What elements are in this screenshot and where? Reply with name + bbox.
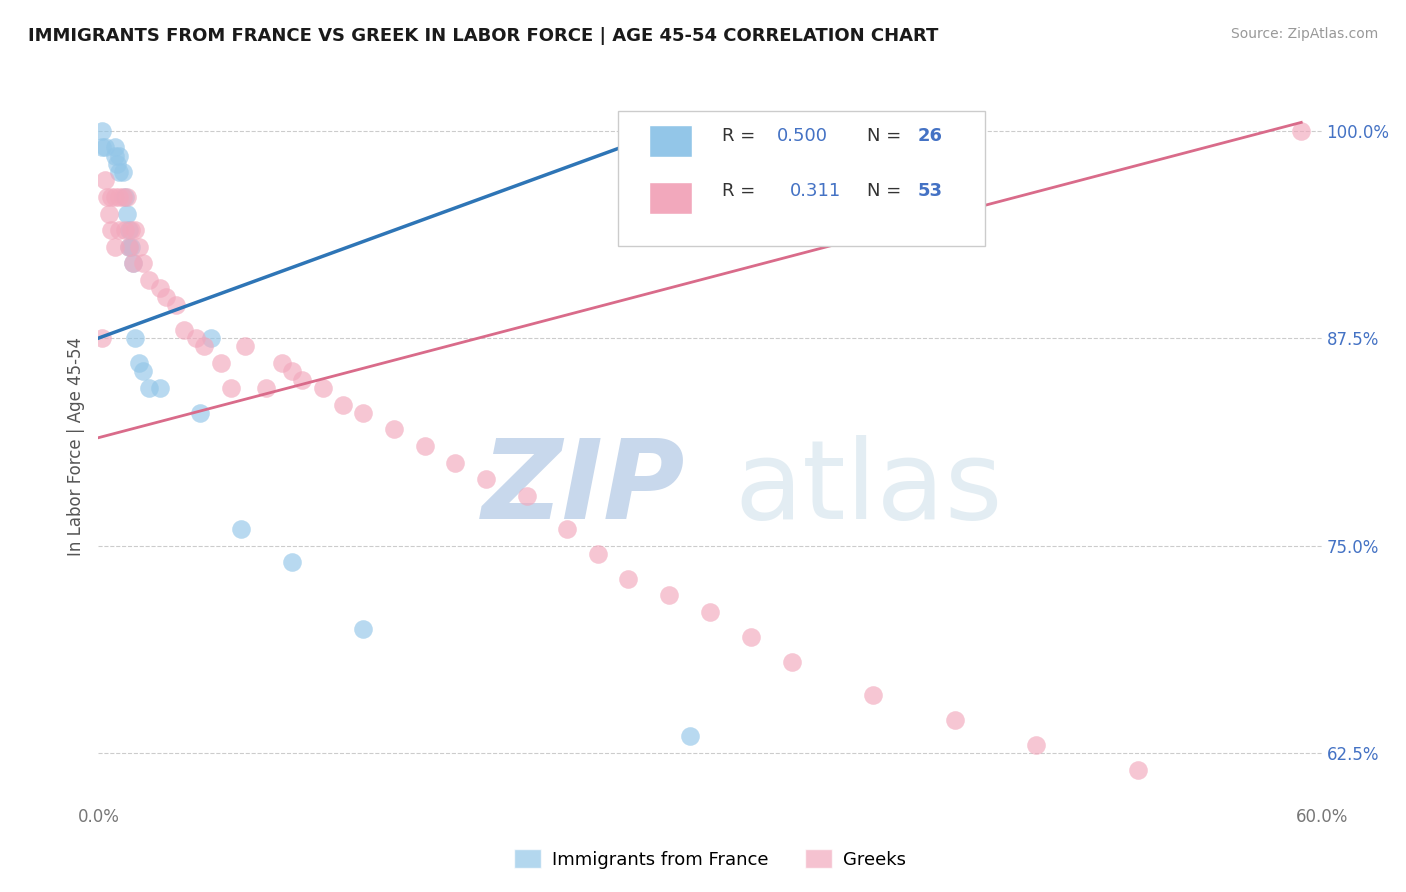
Point (132, 256, 155, 270)
Point (149, 381, 172, 395)
Text: N =: N = (866, 127, 907, 145)
Point (413, 439, 436, 453)
Point (1025, 738, 1047, 752)
Point (104, 140, 127, 154)
Point (254, 381, 277, 395)
Point (1291, 124, 1313, 138)
Point (97, 207, 120, 221)
Point (120, 240, 142, 254)
Text: 26: 26 (918, 127, 943, 145)
Text: 0.311: 0.311 (790, 182, 841, 200)
Point (444, 456, 467, 470)
Text: 53: 53 (918, 182, 943, 200)
Point (118, 240, 141, 254)
Point (105, 157, 128, 171)
Point (138, 381, 160, 395)
Text: IMMIGRANTS FROM FRANCE VS GREEK IN LABOR FORCE | AGE 45-54 CORRELATION CHART: IMMIGRANTS FROM FRANCE VS GREEK IN LABOR… (28, 27, 938, 45)
Point (516, 489, 538, 503)
Point (138, 273, 160, 287)
Point (382, 422, 405, 436)
Text: Source: ZipAtlas.com: Source: ZipAtlas.com (1230, 27, 1378, 41)
Point (780, 655, 803, 669)
FancyBboxPatch shape (650, 125, 692, 157)
Point (352, 406, 374, 420)
Text: atlas: atlas (734, 435, 1002, 542)
Point (91, 140, 114, 154)
Point (155, 290, 177, 304)
Point (91, 331, 114, 345)
Point (124, 223, 146, 237)
Point (586, 547, 609, 561)
Point (219, 381, 242, 395)
Point (699, 605, 721, 619)
Point (128, 356, 150, 370)
Point (115, 207, 138, 221)
Point (104, 240, 127, 254)
Point (93, 173, 115, 187)
Point (122, 256, 145, 270)
Point (120, 223, 142, 237)
Point (93, 140, 115, 154)
Point (132, 364, 155, 378)
Point (114, 223, 136, 237)
Legend: Immigrants from France, Greeks: Immigrants from France, Greeks (508, 842, 912, 876)
Point (149, 281, 172, 295)
Point (108, 190, 131, 204)
Point (118, 240, 141, 254)
Point (862, 688, 884, 702)
Point (231, 522, 253, 536)
Point (124, 331, 146, 345)
Point (270, 356, 294, 370)
Point (104, 190, 127, 204)
Point (111, 165, 134, 179)
Point (173, 323, 195, 337)
Point (96, 190, 118, 204)
Text: 0.500: 0.500 (778, 127, 828, 145)
Point (281, 555, 304, 569)
Point (114, 190, 136, 204)
Point (108, 148, 131, 162)
Point (474, 472, 498, 486)
Point (165, 298, 187, 312)
Point (193, 339, 215, 353)
Point (111, 190, 134, 204)
Point (115, 190, 138, 204)
Text: ZIP: ZIP (482, 435, 686, 542)
Text: N =: N = (866, 182, 907, 200)
Point (679, 730, 702, 744)
Point (352, 622, 374, 636)
Point (291, 373, 314, 387)
Point (1128, 763, 1150, 777)
Point (122, 256, 145, 270)
Point (658, 588, 681, 602)
Point (312, 381, 335, 395)
Point (943, 713, 966, 727)
Point (740, 630, 762, 644)
Point (200, 331, 222, 345)
Point (332, 397, 354, 411)
Point (188, 406, 212, 420)
Point (128, 240, 150, 254)
FancyBboxPatch shape (650, 182, 692, 214)
Text: R =: R = (723, 127, 761, 145)
Point (108, 223, 131, 237)
Point (617, 572, 640, 586)
Point (281, 364, 304, 378)
Point (557, 522, 579, 536)
Point (100, 190, 122, 204)
Point (104, 148, 127, 162)
Point (209, 356, 232, 370)
Y-axis label: In Labor Force | Age 45-54: In Labor Force | Age 45-54 (66, 336, 84, 556)
Point (108, 165, 131, 179)
Point (233, 339, 256, 353)
Point (100, 223, 122, 237)
Point (186, 331, 208, 345)
Point (91, 124, 114, 138)
Text: R =: R = (723, 182, 768, 200)
Point (118, 223, 141, 237)
FancyBboxPatch shape (619, 111, 986, 246)
